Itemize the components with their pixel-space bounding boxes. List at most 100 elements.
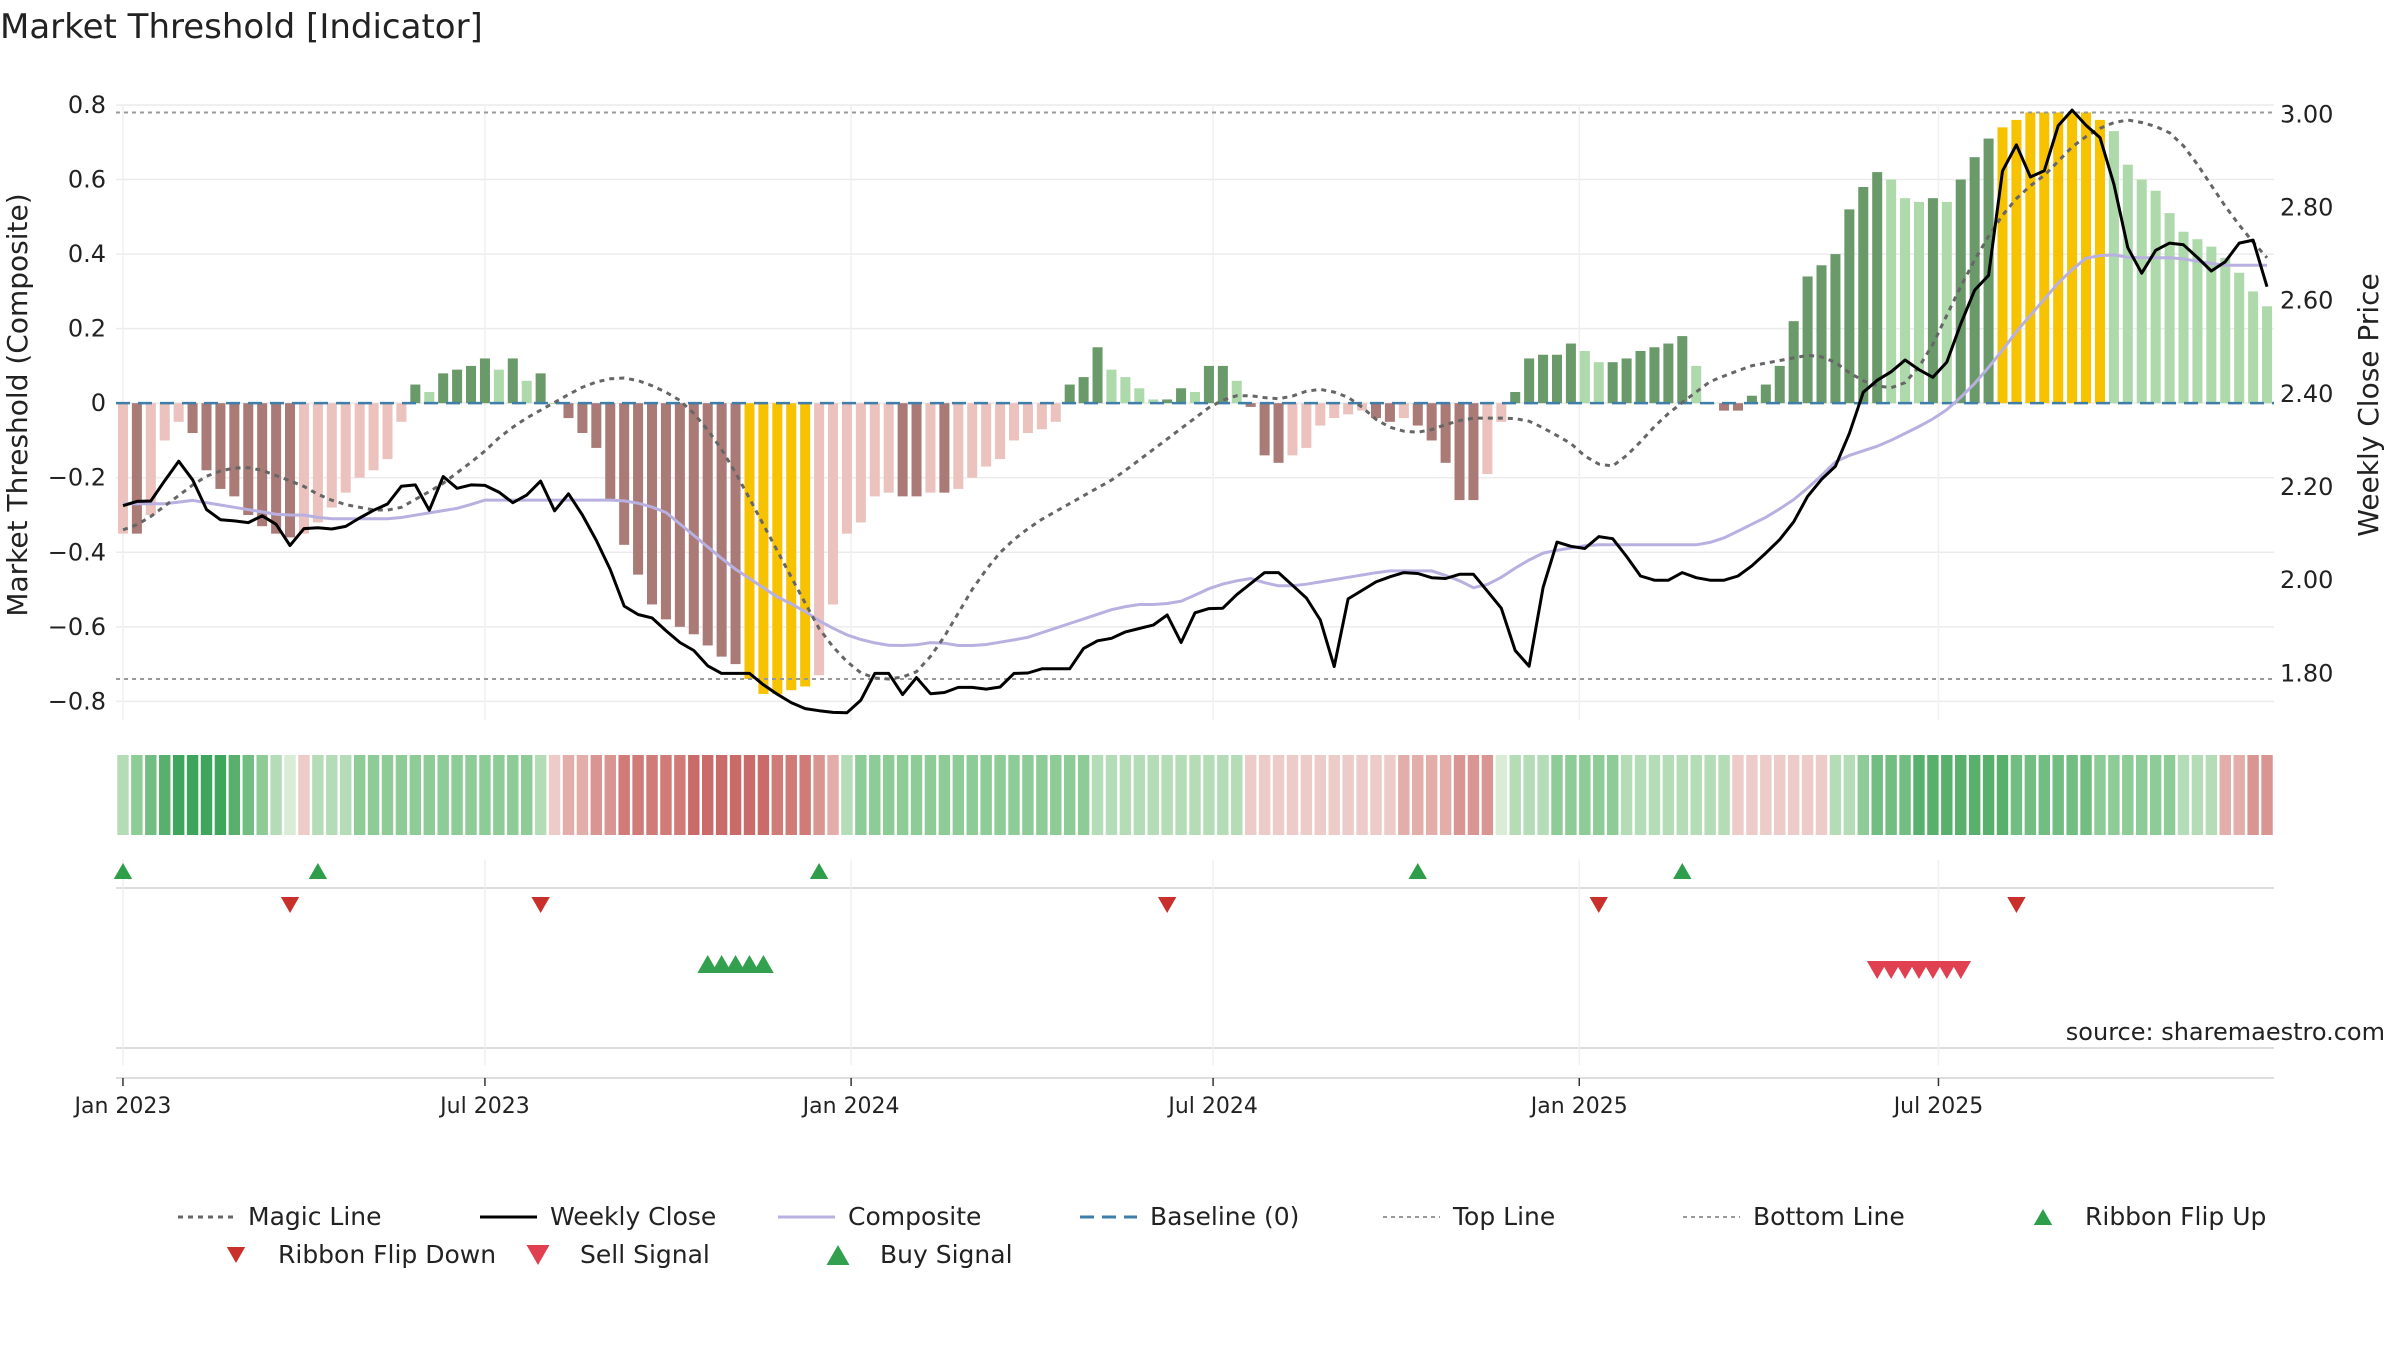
legend-marker [526,1245,550,1265]
composite-bar [145,403,156,515]
composite-bar [1287,403,1298,456]
ribbon-cell [1606,755,1619,835]
ribbon-cell [340,755,352,835]
ribbon-cell [381,755,394,835]
ribbon-cell [521,755,533,835]
composite-bar [814,403,825,676]
composite-bar [2248,291,2259,404]
composite-bar [521,380,532,404]
ribbon-cell [1022,755,1034,835]
composite-bar [298,403,309,534]
ribbon-cell [1161,755,1173,835]
composite-bar [1398,403,1409,419]
composite-bar [507,358,518,404]
composite-bar [2094,119,2105,404]
composite-line [123,253,2267,648]
composite-bar [326,403,337,508]
composite-bar [1593,362,1604,404]
ribbon-cell [1801,755,1814,835]
ribbon-cell [353,755,366,835]
ribbon-cell [367,755,380,835]
sell-signal-marker [1880,961,1902,979]
composite-bar [1022,403,1033,433]
ribbon-cell [1119,755,1132,835]
composite-bar [396,403,407,422]
ribbon-cell [1050,755,1062,835]
composite-bar [1746,395,1757,404]
composite-bar [1078,377,1089,404]
ribbon-cell [715,755,728,835]
composite-bar [1691,365,1702,404]
ribbon-cell [1968,755,1981,835]
composite-bar [1259,403,1270,456]
y-tick-left-label: 0.8 [68,91,106,119]
ribbon-cell [827,755,839,835]
composite-bar [1106,369,1117,404]
ribbon-cell [395,755,408,835]
x-tick-label: Jan 2025 [1529,1094,1628,1119]
composite-bar [1510,392,1521,404]
composite-bar [2025,112,2036,404]
ribbon-cell [1272,755,1285,835]
ribbon-flip-up-marker [113,863,133,879]
composite-bar [647,403,658,605]
composite-bar [800,403,811,687]
ribbon-cell [2177,755,2190,835]
ribbon-cell [1425,755,1438,835]
composite-bar [1217,365,1228,404]
ribbon-cell [2080,755,2092,835]
composite-bar [1886,179,1897,404]
ribbon-cell [702,755,714,835]
main-plot-area [116,104,2274,720]
ribbon-cell [882,755,895,835]
composite-bar [967,403,978,478]
composite-bar [1203,365,1214,404]
y-tick-left-label: −0.2 [48,464,106,492]
series-lines [116,108,2274,715]
ribbon-cell [771,755,784,835]
composite-bar [1858,187,1869,404]
y-tick-left-label: −0.4 [48,538,106,566]
composite-bar [1579,351,1590,404]
composite-bar [438,373,449,404]
ribbon-cell [1077,755,1090,835]
composite-bar [1774,365,1785,404]
composite-bar [702,403,713,646]
composite-bar [312,403,323,523]
ribbon-cell [980,755,992,835]
ribbon-flip-down-marker [280,897,300,913]
ribbon-cell [1300,755,1313,835]
ribbon-cell [2052,755,2064,835]
composite-bar [243,403,254,515]
composite-bar [424,392,435,404]
composite-bar [1343,403,1354,415]
composite-bar [688,403,699,635]
composite-bar [674,403,685,627]
ribbon-cell [1481,755,1494,835]
y-tick-left-label: −0.8 [48,687,106,715]
composite-bar [1927,198,1938,404]
composite-bar [841,403,852,534]
ribbon-cell [1147,755,1159,835]
composite-bar [2262,306,2273,404]
composite-bar [1050,403,1061,422]
composite-bar [1565,343,1576,404]
ribbon-cell [214,755,227,835]
composite-bar [1482,403,1493,474]
composite-bar [2192,239,2203,404]
ribbon-cell [242,755,254,835]
composite-bar [1551,354,1562,404]
ribbon-cell [1829,755,1842,835]
ribbon-cell [409,755,422,835]
y-tick-right-label: 2.00 [2280,566,2333,594]
ribbon-cell [200,755,213,835]
legend-label: Magic Line [248,1202,382,1231]
composite-bar [1092,347,1103,404]
ribbon-cell [2219,755,2231,835]
ribbon-cell [1899,755,1911,835]
composite-bar [1189,392,1201,404]
composite-bar [1732,403,1743,411]
composite-bar [981,403,992,467]
composite-bar [2039,112,2050,404]
ribbon-flip-down-marker [2007,897,2026,913]
